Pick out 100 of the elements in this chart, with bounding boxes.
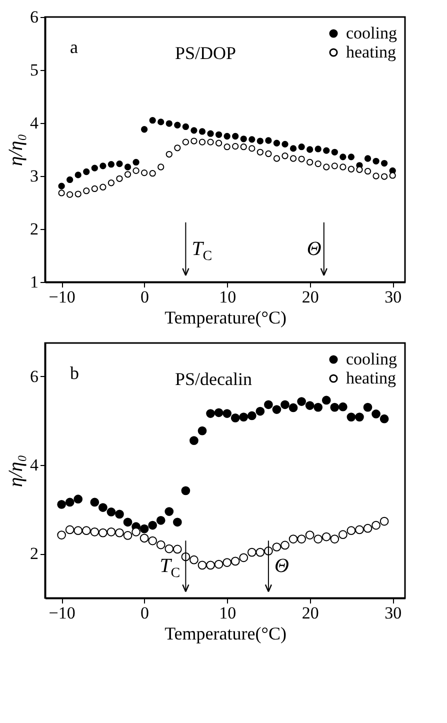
point xyxy=(265,137,272,144)
point xyxy=(322,396,331,405)
point xyxy=(338,402,348,412)
point xyxy=(115,510,124,519)
point xyxy=(346,526,356,536)
point xyxy=(248,136,256,143)
point xyxy=(181,486,190,496)
point xyxy=(174,122,181,128)
y-tick-label: 2 xyxy=(30,544,38,564)
point xyxy=(330,534,340,544)
point xyxy=(380,414,389,424)
point xyxy=(305,401,314,410)
x-tick-label: 10 xyxy=(219,288,236,306)
point xyxy=(272,542,282,552)
point xyxy=(355,412,364,422)
point xyxy=(123,531,132,540)
point xyxy=(380,173,388,180)
point xyxy=(363,524,372,533)
x-tick-label: 30 xyxy=(384,604,402,622)
point xyxy=(74,494,83,504)
point xyxy=(106,508,116,516)
annotation: PS/decalin xyxy=(175,369,252,389)
point xyxy=(280,540,290,550)
point xyxy=(190,138,198,144)
point xyxy=(74,526,83,536)
y-tick-label: 6 xyxy=(30,8,38,26)
point xyxy=(182,138,190,146)
point xyxy=(190,127,198,134)
point xyxy=(124,171,132,178)
point xyxy=(372,520,380,530)
point xyxy=(166,120,172,127)
y-tick-label: 3 xyxy=(30,166,38,186)
point xyxy=(297,534,306,544)
point xyxy=(207,138,214,146)
legend-label: cooling xyxy=(346,24,398,42)
point xyxy=(348,154,355,160)
x-tick-label: 20 xyxy=(302,288,319,306)
point xyxy=(172,518,182,527)
point xyxy=(356,166,363,173)
point xyxy=(65,525,74,534)
legend-label: heating xyxy=(346,42,397,62)
point xyxy=(132,167,140,174)
point xyxy=(248,145,256,152)
point xyxy=(108,161,115,168)
point xyxy=(83,188,90,194)
point xyxy=(57,500,66,509)
y-tick-label: 5 xyxy=(30,60,38,80)
x-tick-label: 0 xyxy=(140,604,150,622)
point xyxy=(340,164,346,170)
ref-line-label: Θ xyxy=(306,238,322,260)
point xyxy=(148,536,158,546)
point xyxy=(172,544,182,554)
point xyxy=(140,126,148,133)
point xyxy=(290,145,297,152)
point xyxy=(158,164,164,170)
point xyxy=(140,524,149,534)
point xyxy=(132,158,140,166)
point xyxy=(215,140,222,146)
point xyxy=(331,148,338,156)
point xyxy=(256,148,264,156)
point xyxy=(198,128,206,135)
point xyxy=(66,191,74,198)
x-axis-title: Temperature(°C) xyxy=(164,308,286,328)
point xyxy=(83,168,90,176)
point xyxy=(206,409,215,418)
x-tick-label: 30 xyxy=(384,288,402,306)
point xyxy=(106,527,116,536)
point xyxy=(288,534,298,544)
y-tick-label: 6 xyxy=(30,366,38,386)
point xyxy=(190,436,198,445)
point xyxy=(198,560,207,570)
point xyxy=(314,534,323,544)
point xyxy=(82,526,91,536)
point xyxy=(123,518,132,527)
point xyxy=(100,184,106,190)
point xyxy=(215,131,222,138)
point xyxy=(288,403,298,412)
point xyxy=(98,503,108,512)
x-tick-label: 20 xyxy=(302,604,319,622)
point xyxy=(338,530,348,540)
point xyxy=(115,528,124,538)
point xyxy=(100,162,106,170)
point xyxy=(66,176,74,184)
point xyxy=(340,154,346,160)
point xyxy=(372,172,380,180)
point xyxy=(322,532,331,542)
point xyxy=(389,172,396,179)
point xyxy=(90,527,100,536)
point xyxy=(232,143,239,150)
point xyxy=(214,560,224,569)
y-tick-label: 1 xyxy=(30,272,38,292)
point xyxy=(256,406,265,416)
point xyxy=(140,534,149,543)
point xyxy=(58,190,65,196)
point xyxy=(306,158,314,166)
point xyxy=(224,132,230,140)
point xyxy=(290,155,297,162)
y-axis-title: η/η₀ xyxy=(5,134,27,166)
point xyxy=(65,498,74,507)
point xyxy=(164,544,174,554)
